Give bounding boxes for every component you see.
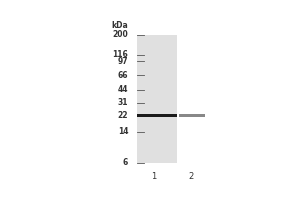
- Text: 22: 22: [118, 111, 128, 120]
- Text: 2: 2: [188, 172, 194, 181]
- Text: 14: 14: [118, 127, 128, 136]
- Text: 6: 6: [123, 158, 128, 167]
- Text: 66: 66: [118, 71, 128, 80]
- Text: 1: 1: [151, 172, 156, 181]
- Text: 97: 97: [118, 57, 128, 66]
- Text: 44: 44: [118, 85, 128, 94]
- Text: 116: 116: [112, 50, 128, 59]
- Bar: [137, 114, 177, 117]
- Text: 200: 200: [112, 30, 128, 39]
- Text: 31: 31: [118, 98, 128, 107]
- Text: kDa: kDa: [111, 21, 128, 30]
- Bar: [179, 114, 205, 117]
